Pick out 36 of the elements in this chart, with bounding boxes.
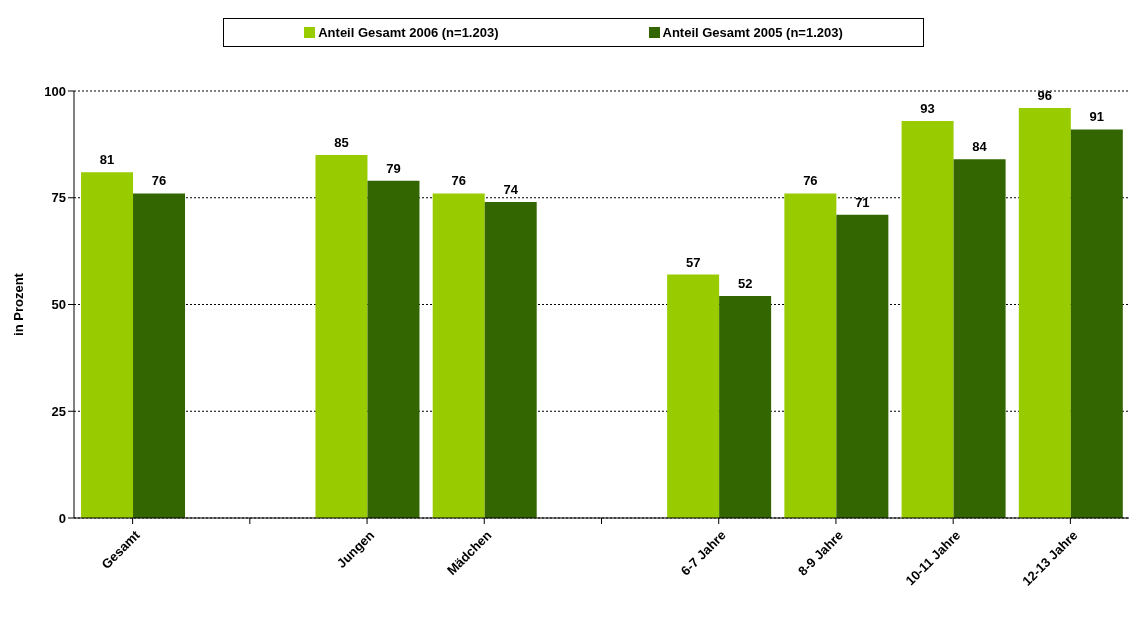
bar xyxy=(784,193,837,518)
bar xyxy=(315,155,368,518)
bar xyxy=(484,202,537,518)
data-label: 93 xyxy=(920,100,935,116)
data-label: 81 xyxy=(99,152,115,168)
data-label: 79 xyxy=(386,160,401,176)
y-tick-label: 75 xyxy=(51,190,66,206)
data-label: 84 xyxy=(972,139,988,155)
bar xyxy=(719,295,772,518)
bar xyxy=(81,172,134,518)
y-tick-label: 100 xyxy=(44,83,66,99)
data-label: 96 xyxy=(1037,88,1053,104)
bar xyxy=(432,193,485,518)
legend-label: Anteil Gesamt 2006 (n=1.203) xyxy=(317,25,499,40)
bar xyxy=(1018,108,1071,518)
y-tick-label: 25 xyxy=(51,403,66,419)
y-tick-label: 50 xyxy=(51,297,66,313)
data-label: 74 xyxy=(503,182,519,198)
data-label: 57 xyxy=(685,254,701,270)
legend-label: Anteil Gesamt 2005 (n=1.203) xyxy=(661,25,843,40)
y-tick-label: 0 xyxy=(58,510,66,526)
data-label: 85 xyxy=(334,135,349,151)
bar xyxy=(667,274,720,518)
data-label: 91 xyxy=(1089,109,1105,125)
bar xyxy=(367,180,420,518)
data-label: 76 xyxy=(451,173,466,189)
bar xyxy=(953,159,1006,518)
data-label: 76 xyxy=(803,173,818,189)
y-axis-title: in Prozent xyxy=(10,272,26,336)
bar xyxy=(1070,129,1123,518)
bar xyxy=(836,214,889,518)
bar xyxy=(133,193,186,518)
data-label: 76 xyxy=(151,173,167,189)
bar xyxy=(901,120,954,518)
data-label: 71 xyxy=(855,194,870,210)
data-label: 52 xyxy=(737,275,753,291)
